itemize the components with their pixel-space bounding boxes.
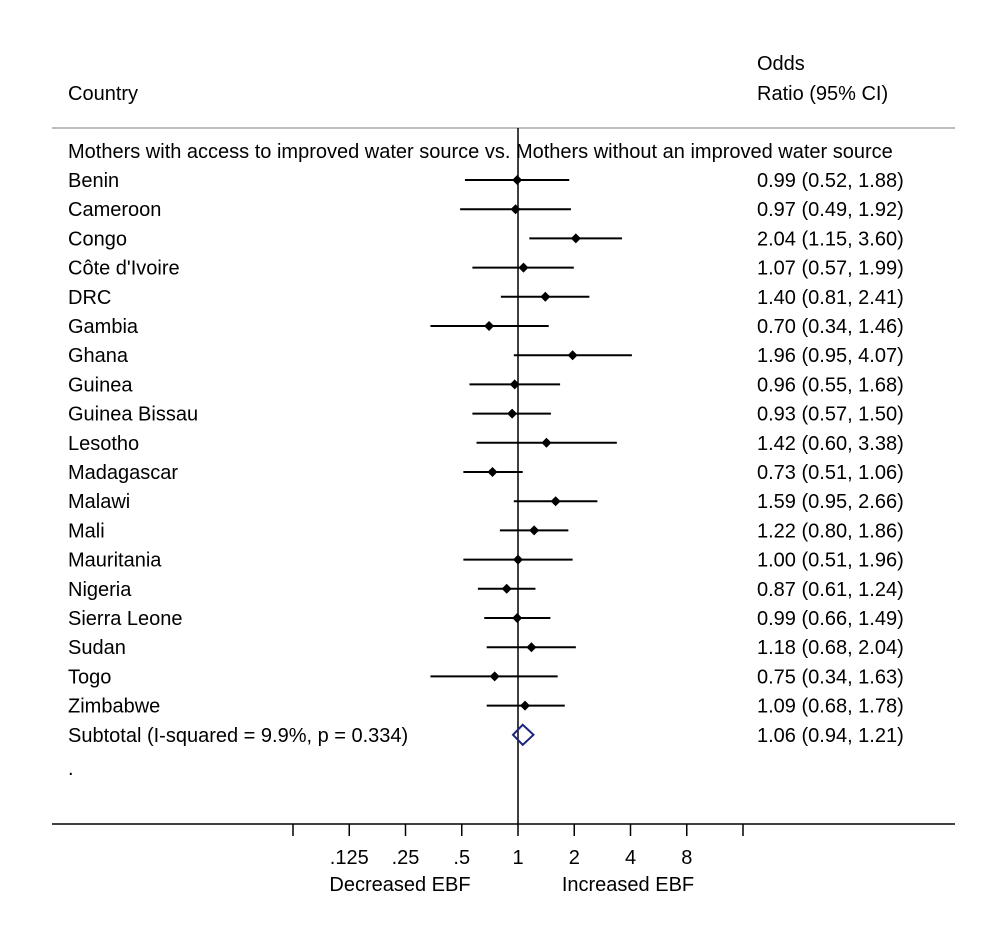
country-label: Sierra Leone	[68, 608, 183, 630]
trailing-label: .	[68, 758, 74, 780]
point-estimate-marker	[510, 204, 521, 215]
estimate-text: 1.18 (0.68, 2.04)	[757, 637, 904, 659]
point-estimate-marker	[550, 496, 561, 507]
country-label: DRC	[68, 287, 111, 309]
point-estimate-marker	[507, 408, 518, 419]
point-estimate-marker	[512, 175, 523, 185]
point-estimate-marker	[501, 583, 512, 594]
estimate-text: 1.40 (0.81, 2.41)	[757, 287, 904, 309]
point-estimate-marker	[489, 671, 500, 682]
estimate-text: 2.04 (1.15, 3.60)	[757, 228, 904, 250]
estimate-text: 0.99 (0.52, 1.88)	[757, 170, 904, 192]
point-estimate-marker	[541, 437, 552, 448]
point-estimate-marker	[518, 262, 529, 273]
estimate-text: 0.87 (0.61, 1.24)	[757, 579, 904, 601]
x-tick-label: 4	[625, 847, 636, 869]
point-estimate-marker	[513, 554, 523, 565]
header-country: Country	[68, 83, 138, 105]
point-estimate-marker	[529, 525, 540, 536]
estimate-text: 1.00 (0.51, 1.96)	[757, 550, 904, 572]
country-label: Sudan	[68, 637, 126, 659]
country-label: Guinea Bissau	[68, 404, 198, 426]
point-estimate-marker	[570, 233, 581, 244]
subtotal-label: Subtotal (I-squared = 9.9%, p = 0.334)	[68, 725, 408, 747]
point-estimate-marker	[567, 350, 578, 361]
country-label: Ghana	[68, 345, 129, 367]
country-label: Gambia	[68, 316, 139, 338]
header-group: Country Odds Ratio (95% CI)	[68, 53, 888, 105]
country-label: Lesotho	[68, 433, 139, 455]
point-estimate-marker	[519, 700, 530, 711]
x-tick-label: 2	[569, 847, 580, 869]
estimate-text: 0.97 (0.49, 1.92)	[757, 199, 904, 221]
country-label: Guinea	[68, 374, 133, 396]
point-estimate-marker	[487, 467, 498, 477]
point-estimate-marker	[526, 642, 537, 653]
estimate-text: 0.96 (0.55, 1.68)	[757, 374, 904, 396]
xlabel-right: Increased EBF	[562, 874, 694, 896]
xlabel-left: Decreased EBF	[329, 874, 470, 896]
country-label: Congo	[68, 228, 127, 250]
estimate-text: 0.73 (0.51, 1.06)	[757, 462, 904, 484]
x-tick-label: .125	[330, 847, 369, 869]
estimate-text: 0.93 (0.57, 1.50)	[757, 404, 904, 426]
country-label: Nigeria	[68, 579, 132, 601]
country-label: Benin	[68, 170, 119, 192]
country-label: Zimbabwe	[68, 696, 160, 718]
x-tick-label: .5	[453, 847, 470, 869]
x-tick-label: .25	[392, 847, 420, 869]
group-label: Mothers with access to improved water so…	[68, 141, 893, 163]
country-label: Côte d'Ivoire	[68, 258, 180, 280]
x-tick-label: 8	[681, 847, 692, 869]
estimate-text: 1.07 (0.57, 1.99)	[757, 258, 904, 280]
country-label: Mali	[68, 520, 105, 542]
estimate-text: 1.42 (0.60, 3.38)	[757, 433, 904, 455]
country-label: Cameroon	[68, 199, 161, 221]
subtotal-estimate-text: 1.06 (0.94, 1.21)	[757, 725, 904, 747]
estimate-text: 1.09 (0.68, 1.78)	[757, 696, 904, 718]
point-estimate-marker	[540, 291, 551, 302]
country-label: Malawi	[68, 491, 130, 513]
estimate-text: 0.75 (0.34, 1.63)	[757, 666, 904, 688]
estimate-text: 1.59 (0.95, 2.66)	[757, 491, 904, 513]
header-ratio-ci: Ratio (95% CI)	[757, 83, 888, 105]
subtotal-diamond	[511, 723, 535, 747]
estimate-text: 1.22 (0.80, 1.86)	[757, 520, 904, 542]
x-tick-label: 1	[512, 847, 523, 869]
estimate-text: 1.96 (0.95, 4.07)	[757, 345, 904, 367]
header-odds: Odds	[757, 53, 805, 75]
country-label: Madagascar	[68, 462, 178, 484]
point-estimate-marker	[484, 321, 495, 331]
country-label: Mauritania	[68, 550, 162, 572]
point-estimate-marker	[509, 379, 520, 390]
country-label: Togo	[68, 666, 111, 688]
estimate-text: 0.99 (0.66, 1.49)	[757, 608, 904, 630]
point-estimate-marker	[512, 613, 523, 623]
estimate-text: 0.70 (0.34, 1.46)	[757, 316, 904, 338]
